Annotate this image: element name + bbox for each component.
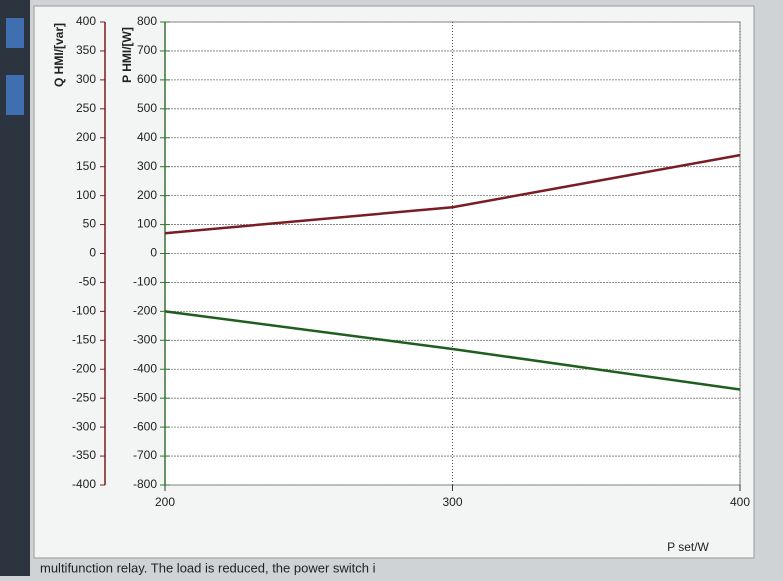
y-tick-label: -150 bbox=[72, 332, 96, 346]
y2-tick-label: 700 bbox=[137, 43, 157, 57]
y2-tick-label: 100 bbox=[137, 217, 157, 231]
caption: multifunction relay. The load is reduced… bbox=[40, 560, 376, 575]
y2-tick-label: 600 bbox=[137, 72, 157, 86]
x-tick-label: 200 bbox=[155, 495, 175, 509]
y-tick-label: 400 bbox=[76, 14, 96, 28]
y-tick-label: 250 bbox=[76, 101, 96, 115]
y-tick-label: -300 bbox=[72, 419, 96, 433]
y-tick-label: 150 bbox=[76, 159, 96, 173]
y-tick-label: 300 bbox=[76, 72, 96, 86]
y-tick-label: 50 bbox=[83, 217, 97, 231]
y-tick-label: 0 bbox=[89, 246, 96, 260]
y-tick-label: -250 bbox=[72, 390, 96, 404]
y-axis-title: Q HMI/[var] bbox=[52, 23, 66, 87]
y-tick-label: -100 bbox=[72, 304, 96, 318]
y-tick-label: -50 bbox=[79, 275, 97, 289]
y2-tick-label: 0 bbox=[150, 246, 157, 260]
y-tick-label: -400 bbox=[72, 477, 96, 491]
y2-tick-label: 500 bbox=[137, 101, 157, 115]
y2-tick-label: -300 bbox=[133, 332, 157, 346]
y2-tick-label: -600 bbox=[133, 419, 157, 433]
x-axis-title: P set/W bbox=[667, 540, 709, 554]
y2-tick-label: -700 bbox=[133, 448, 157, 462]
y-tick-label: -200 bbox=[72, 361, 96, 375]
y2-tick-label: -200 bbox=[133, 304, 157, 318]
y2-tick-label: 300 bbox=[137, 159, 157, 173]
y-tick-label: 200 bbox=[76, 130, 96, 144]
y2-tick-label: -500 bbox=[133, 390, 157, 404]
y2-tick-label: -800 bbox=[133, 477, 157, 491]
y-tick-label: -350 bbox=[72, 448, 96, 462]
y-tick-label: 100 bbox=[76, 188, 96, 202]
chart: Q HMI/[var] P HMI/[W] P set/W multifunct… bbox=[0, 0, 783, 576]
y2-axis-title: P HMI/[W] bbox=[120, 27, 134, 83]
x-tick-label: 300 bbox=[442, 495, 462, 509]
y2-tick-label: 200 bbox=[137, 188, 157, 202]
y2-tick-label: 400 bbox=[137, 130, 157, 144]
page: Q HMI/[var] P HMI/[W] P set/W multifunct… bbox=[0, 0, 783, 576]
tool-icon bbox=[6, 75, 24, 115]
y2-tick-label: -400 bbox=[133, 361, 157, 375]
y2-tick-label: -100 bbox=[133, 275, 157, 289]
x-tick-label: 400 bbox=[730, 495, 750, 509]
y2-tick-label: 800 bbox=[137, 14, 157, 28]
y-tick-label: 350 bbox=[76, 43, 96, 57]
menu-icon bbox=[6, 18, 24, 48]
